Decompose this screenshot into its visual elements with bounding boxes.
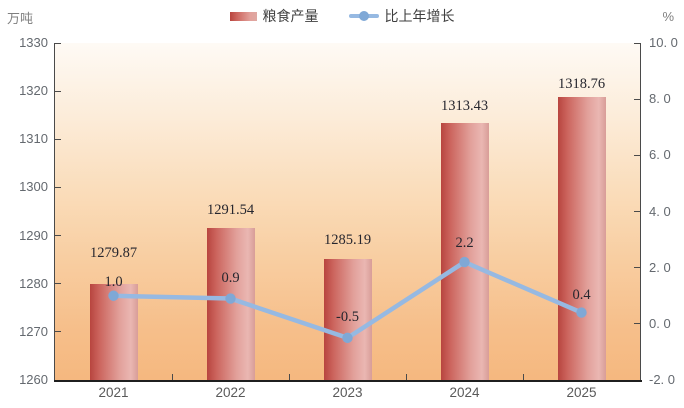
right-axis-tick-mark xyxy=(634,211,640,212)
left-axis-tick-label: 1280 xyxy=(19,275,48,291)
left-axis-tick-mark xyxy=(55,138,61,140)
right-axis-tick-mark xyxy=(634,154,640,156)
line-value-label: 0.9 xyxy=(221,269,240,286)
left-axis-tick-label: 1290 xyxy=(19,227,48,243)
left-axis-tick-mark xyxy=(55,283,61,285)
right-axis-tick-mark xyxy=(634,323,640,325)
x-axis-category-label: 2021 xyxy=(98,385,129,400)
bar-series-swatch-icon xyxy=(229,11,257,21)
x-axis-line xyxy=(54,380,642,382)
right-axis-tick-label: 4. 0 xyxy=(649,203,671,219)
left-y-axis-line xyxy=(54,43,55,381)
right-axis-tick-label: -2. 0 xyxy=(649,372,676,387)
line-series-swatch-icon xyxy=(348,11,379,21)
bar-value-label: 1279.87 xyxy=(89,245,138,262)
legend: 粮食产量 比上年增长 xyxy=(0,6,684,26)
x-axis-tick-mark xyxy=(405,374,407,380)
bar-2025 xyxy=(557,97,606,380)
line-value-label: -0.5 xyxy=(336,308,359,325)
x-axis-tick-mark xyxy=(171,374,173,380)
left-axis-unit-label: 万吨 xyxy=(7,11,34,26)
left-axis-tick-label: 1270 xyxy=(19,323,48,339)
growth-line-layer xyxy=(108,256,587,344)
plot-area: 1279.87 1291.54 1285.19 1313.43 1318.76 1.0 0.… xyxy=(55,42,640,381)
growth-line-marker xyxy=(342,332,353,344)
left-axis-tick-labels: 1330 1320 1310 1300 1290 1280 1270 1260 xyxy=(0,0,48,408)
bar-2024 xyxy=(440,122,489,380)
growth-line-marker xyxy=(459,256,470,268)
right-y-axis-line xyxy=(640,43,641,381)
bar-value-label: 1313.43 xyxy=(440,97,489,114)
right-axis-tick-label: 10. 0 xyxy=(649,35,678,50)
right-axis-unit-label: % xyxy=(662,9,674,24)
x-axis-category-label: 2024 xyxy=(449,385,480,400)
line-value-label: 2.2 xyxy=(455,235,474,252)
left-axis-tick-label: 1300 xyxy=(19,179,48,195)
bar-value-label: 1285.19 xyxy=(323,231,372,248)
left-axis-tick-label: 1320 xyxy=(19,83,48,99)
bar-value-label: 1291.54 xyxy=(206,202,255,219)
legend-label-grain-output: 粮食产量 xyxy=(262,8,319,24)
legend-label-growth: 比上年增长 xyxy=(384,8,455,24)
line-value-label: 0.4 xyxy=(572,286,591,303)
x-axis-category-label: 2025 xyxy=(566,385,597,400)
right-axis-tick-mark xyxy=(634,267,640,269)
bar-value-label: 1318.76 xyxy=(557,76,606,93)
right-axis-tick-labels: 10. 0 8. 0 6. 0 4. 0 2. 0 0. 0 -2. 0 xyxy=(649,0,683,408)
right-axis-tick-mark xyxy=(634,98,640,100)
right-axis-tick-label: 2. 0 xyxy=(649,259,671,275)
right-axis-tick-label: 0. 0 xyxy=(649,315,671,331)
x-axis-tick-mark xyxy=(522,374,524,380)
legend-item-growth: 比上年增长 xyxy=(348,6,455,26)
x-axis-category-label: 2022 xyxy=(215,385,246,400)
left-axis-tick-mark xyxy=(55,42,61,44)
right-axis-tick-mark xyxy=(634,42,640,44)
left-axis-tick-mark xyxy=(55,235,61,237)
growth-line-marker xyxy=(225,293,236,304)
right-axis-tick-label: 6. 0 xyxy=(649,147,671,163)
x-axis-tick-mark xyxy=(288,374,290,380)
right-axis-tick-label: 8. 0 xyxy=(649,91,671,107)
left-axis-tick-label: 1330 xyxy=(19,35,48,50)
line-value-label: 1.0 xyxy=(104,273,123,290)
bar-2023 xyxy=(323,258,372,380)
left-axis-tick-label: 1260 xyxy=(19,372,48,387)
legend-item-grain-output: 粮食产量 xyxy=(229,6,319,26)
x-axis-category-label: 2023 xyxy=(332,385,363,400)
left-axis-tick-mark xyxy=(55,90,61,92)
left-axis-tick-mark xyxy=(55,186,61,188)
growth-line-marker xyxy=(108,290,119,301)
left-axis-tick-mark xyxy=(55,331,61,333)
left-axis-tick-label: 1310 xyxy=(19,131,48,147)
growth-line-marker xyxy=(576,307,587,318)
